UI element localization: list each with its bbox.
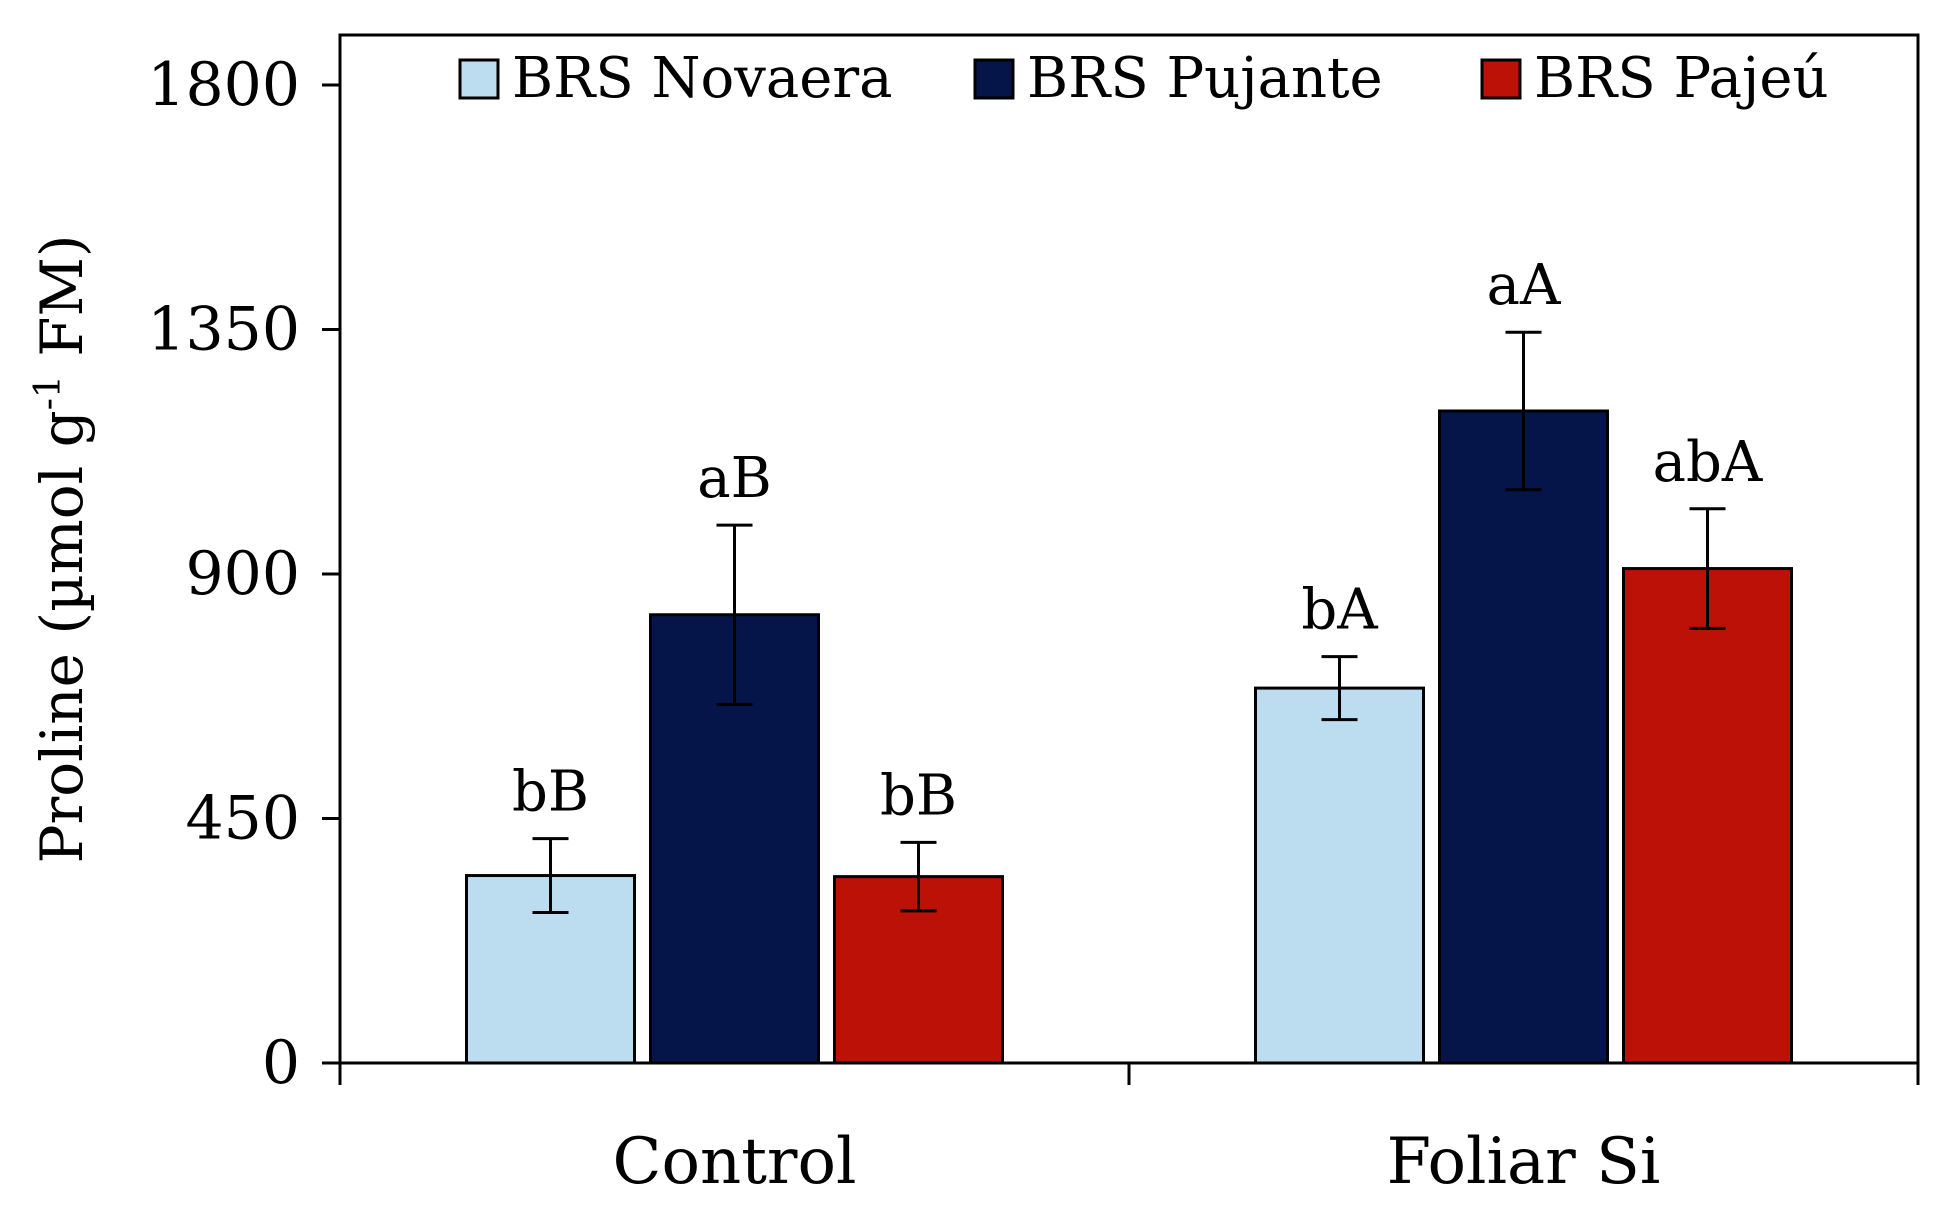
x-category-label: Control: [612, 1125, 856, 1199]
significance-label: aA: [1487, 253, 1561, 318]
x-axis: Control Foliar Si: [338, 1061, 1920, 1199]
significance-label: abA: [1653, 430, 1763, 495]
y-tick-label: 0: [262, 1028, 300, 1098]
bar: [1438, 409, 1609, 1065]
significance-label: bB: [880, 763, 957, 828]
legend-label: BRS Pujante: [1027, 46, 1383, 111]
y-axis-title-prefix: Proline (µmol g: [28, 410, 96, 863]
significance-label: aB: [697, 446, 772, 511]
y-axis: 0 450 900 1350 1800: [147, 35, 342, 1098]
y-axis-title: Proline (µmol g-1 FM): [28, 234, 96, 863]
x-category-label: Foliar Si: [1387, 1125, 1661, 1199]
legend-swatch: [458, 58, 500, 100]
y-axis-title-suffix: FM): [28, 234, 96, 375]
y-tick-label: 900: [185, 539, 300, 609]
y-tick-label: 1800: [147, 50, 300, 120]
bar: [1622, 567, 1793, 1065]
legend-swatch: [973, 58, 1015, 100]
y-tick-label: 450: [185, 784, 300, 854]
y-tick-label: 1350: [147, 295, 300, 365]
bar: [1254, 686, 1425, 1065]
y-axis-title-superscript: -1: [28, 375, 69, 410]
significance-label: bA: [1301, 578, 1378, 643]
bar: [649, 613, 820, 1065]
legend-label: BRS Novaera: [512, 46, 893, 111]
significance-label: bB: [512, 760, 589, 825]
legend-swatch: [1480, 58, 1522, 100]
legend: BRS Novaera BRS Pujante BRS Pajeú: [458, 46, 1829, 111]
legend-label: BRS Pajeú: [1534, 46, 1829, 111]
bars: bB aB bB bA aA abA: [465, 253, 1793, 1065]
